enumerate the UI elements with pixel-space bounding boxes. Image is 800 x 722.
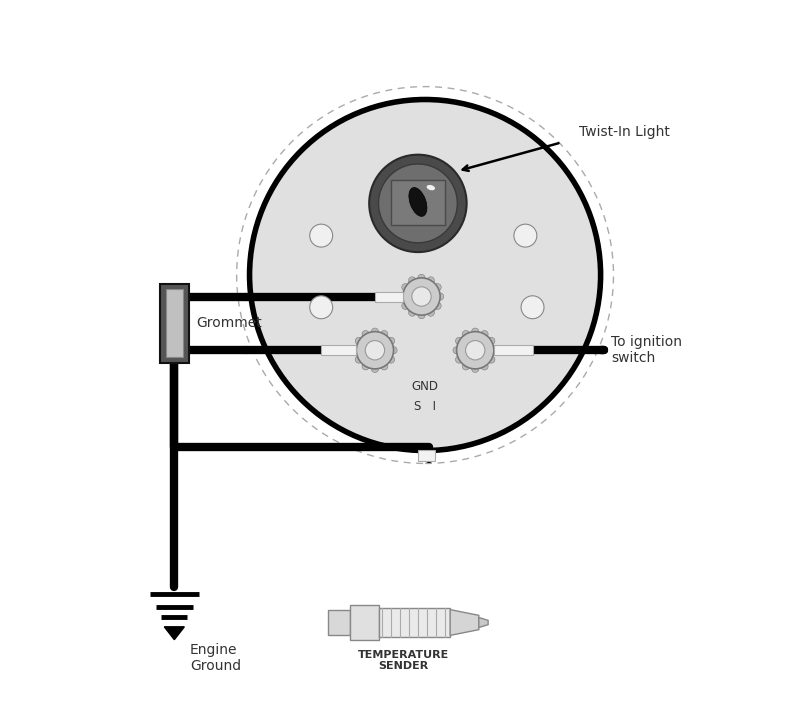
Circle shape bbox=[387, 356, 394, 363]
Circle shape bbox=[427, 309, 434, 316]
Circle shape bbox=[418, 274, 425, 282]
Circle shape bbox=[403, 278, 440, 315]
Circle shape bbox=[514, 224, 537, 247]
Circle shape bbox=[310, 296, 333, 318]
Circle shape bbox=[402, 303, 409, 310]
FancyBboxPatch shape bbox=[378, 608, 450, 637]
FancyBboxPatch shape bbox=[494, 345, 533, 355]
Text: Grommet: Grommet bbox=[196, 316, 262, 331]
Polygon shape bbox=[164, 627, 184, 640]
Circle shape bbox=[481, 331, 488, 338]
Circle shape bbox=[434, 303, 442, 310]
Circle shape bbox=[462, 331, 470, 338]
Circle shape bbox=[418, 312, 425, 318]
Text: Twist-In Light: Twist-In Light bbox=[579, 125, 670, 139]
Circle shape bbox=[434, 284, 442, 291]
Circle shape bbox=[250, 100, 601, 451]
Circle shape bbox=[521, 296, 544, 318]
Circle shape bbox=[472, 365, 479, 373]
Circle shape bbox=[462, 362, 470, 370]
Circle shape bbox=[381, 362, 388, 370]
Polygon shape bbox=[450, 609, 479, 635]
Circle shape bbox=[353, 347, 360, 354]
Circle shape bbox=[381, 331, 388, 338]
Ellipse shape bbox=[409, 188, 427, 217]
Circle shape bbox=[490, 347, 498, 354]
Circle shape bbox=[371, 365, 378, 373]
Polygon shape bbox=[479, 617, 488, 627]
Circle shape bbox=[481, 362, 488, 370]
Circle shape bbox=[378, 164, 458, 243]
Circle shape bbox=[369, 155, 466, 252]
Circle shape bbox=[457, 331, 494, 369]
Circle shape bbox=[412, 287, 431, 306]
FancyBboxPatch shape bbox=[418, 450, 435, 461]
Circle shape bbox=[362, 331, 369, 338]
Text: Engine
Ground: Engine Ground bbox=[190, 643, 242, 673]
FancyBboxPatch shape bbox=[160, 284, 189, 363]
Circle shape bbox=[355, 356, 362, 363]
Circle shape bbox=[427, 277, 434, 284]
Text: To ignition
switch: To ignition switch bbox=[611, 335, 682, 365]
Circle shape bbox=[453, 347, 460, 354]
Circle shape bbox=[455, 337, 462, 344]
Circle shape bbox=[472, 328, 479, 335]
Circle shape bbox=[362, 362, 369, 370]
Circle shape bbox=[409, 309, 416, 316]
FancyBboxPatch shape bbox=[375, 292, 403, 302]
Circle shape bbox=[371, 328, 378, 335]
Circle shape bbox=[455, 356, 462, 363]
Text: TEMPERATURE
SENDER: TEMPERATURE SENDER bbox=[358, 650, 450, 671]
Circle shape bbox=[356, 331, 394, 369]
Circle shape bbox=[402, 284, 409, 291]
FancyBboxPatch shape bbox=[390, 180, 445, 225]
Circle shape bbox=[466, 341, 485, 360]
Circle shape bbox=[310, 224, 333, 247]
Circle shape bbox=[488, 337, 495, 344]
Circle shape bbox=[390, 347, 397, 354]
Circle shape bbox=[437, 293, 444, 300]
FancyBboxPatch shape bbox=[166, 290, 183, 357]
Circle shape bbox=[399, 293, 406, 300]
FancyBboxPatch shape bbox=[321, 345, 356, 355]
Ellipse shape bbox=[426, 185, 435, 191]
Circle shape bbox=[488, 356, 495, 363]
Circle shape bbox=[387, 337, 394, 344]
Text: GND: GND bbox=[411, 380, 438, 393]
Circle shape bbox=[355, 337, 362, 344]
FancyBboxPatch shape bbox=[328, 609, 350, 635]
FancyBboxPatch shape bbox=[350, 605, 378, 640]
Circle shape bbox=[409, 277, 416, 284]
Text: S   I: S I bbox=[414, 400, 436, 413]
Circle shape bbox=[366, 341, 385, 360]
